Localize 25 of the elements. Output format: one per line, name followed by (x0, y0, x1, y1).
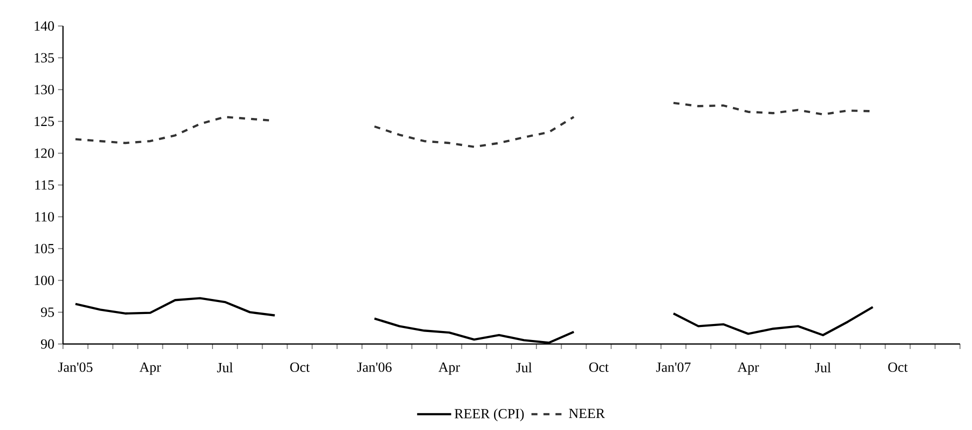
legend-label: NEER (568, 408, 605, 418)
x-tick-label: Jul (217, 362, 233, 372)
x-tick-label: Jul (815, 362, 831, 372)
x-tick-label: Oct (888, 362, 908, 372)
y-tick-label: 90 (40, 339, 54, 349)
y-tick-label: 100 (34, 276, 54, 286)
y-tick-label: 140 (34, 21, 54, 31)
y-tick-label: 110 (35, 212, 54, 222)
x-tick-label: Jan'07 (656, 362, 691, 372)
y-tick-label: 125 (34, 116, 54, 126)
legend-label: REER (CPI) (454, 408, 524, 422)
y-tick-label: 105 (34, 244, 54, 254)
x-tick-label: Jan'05 (58, 362, 92, 372)
x-tick-label: Oct (290, 362, 310, 372)
x-tick-label: Jul (516, 362, 532, 372)
x-tick-label: Apr (140, 362, 161, 375)
x-tick-label: Jan'06 (357, 362, 392, 372)
y-tick-label: 120 (34, 148, 54, 158)
x-tick-label: Apr (438, 362, 460, 375)
y-tick-label: 115 (35, 180, 54, 190)
y-tick-label: 95 (40, 308, 54, 317)
y-tick-label: 135 (34, 53, 54, 62)
x-tick-label: Oct (589, 362, 609, 372)
x-tick-label: Apr (738, 362, 759, 375)
y-tick-label: 130 (34, 84, 54, 94)
